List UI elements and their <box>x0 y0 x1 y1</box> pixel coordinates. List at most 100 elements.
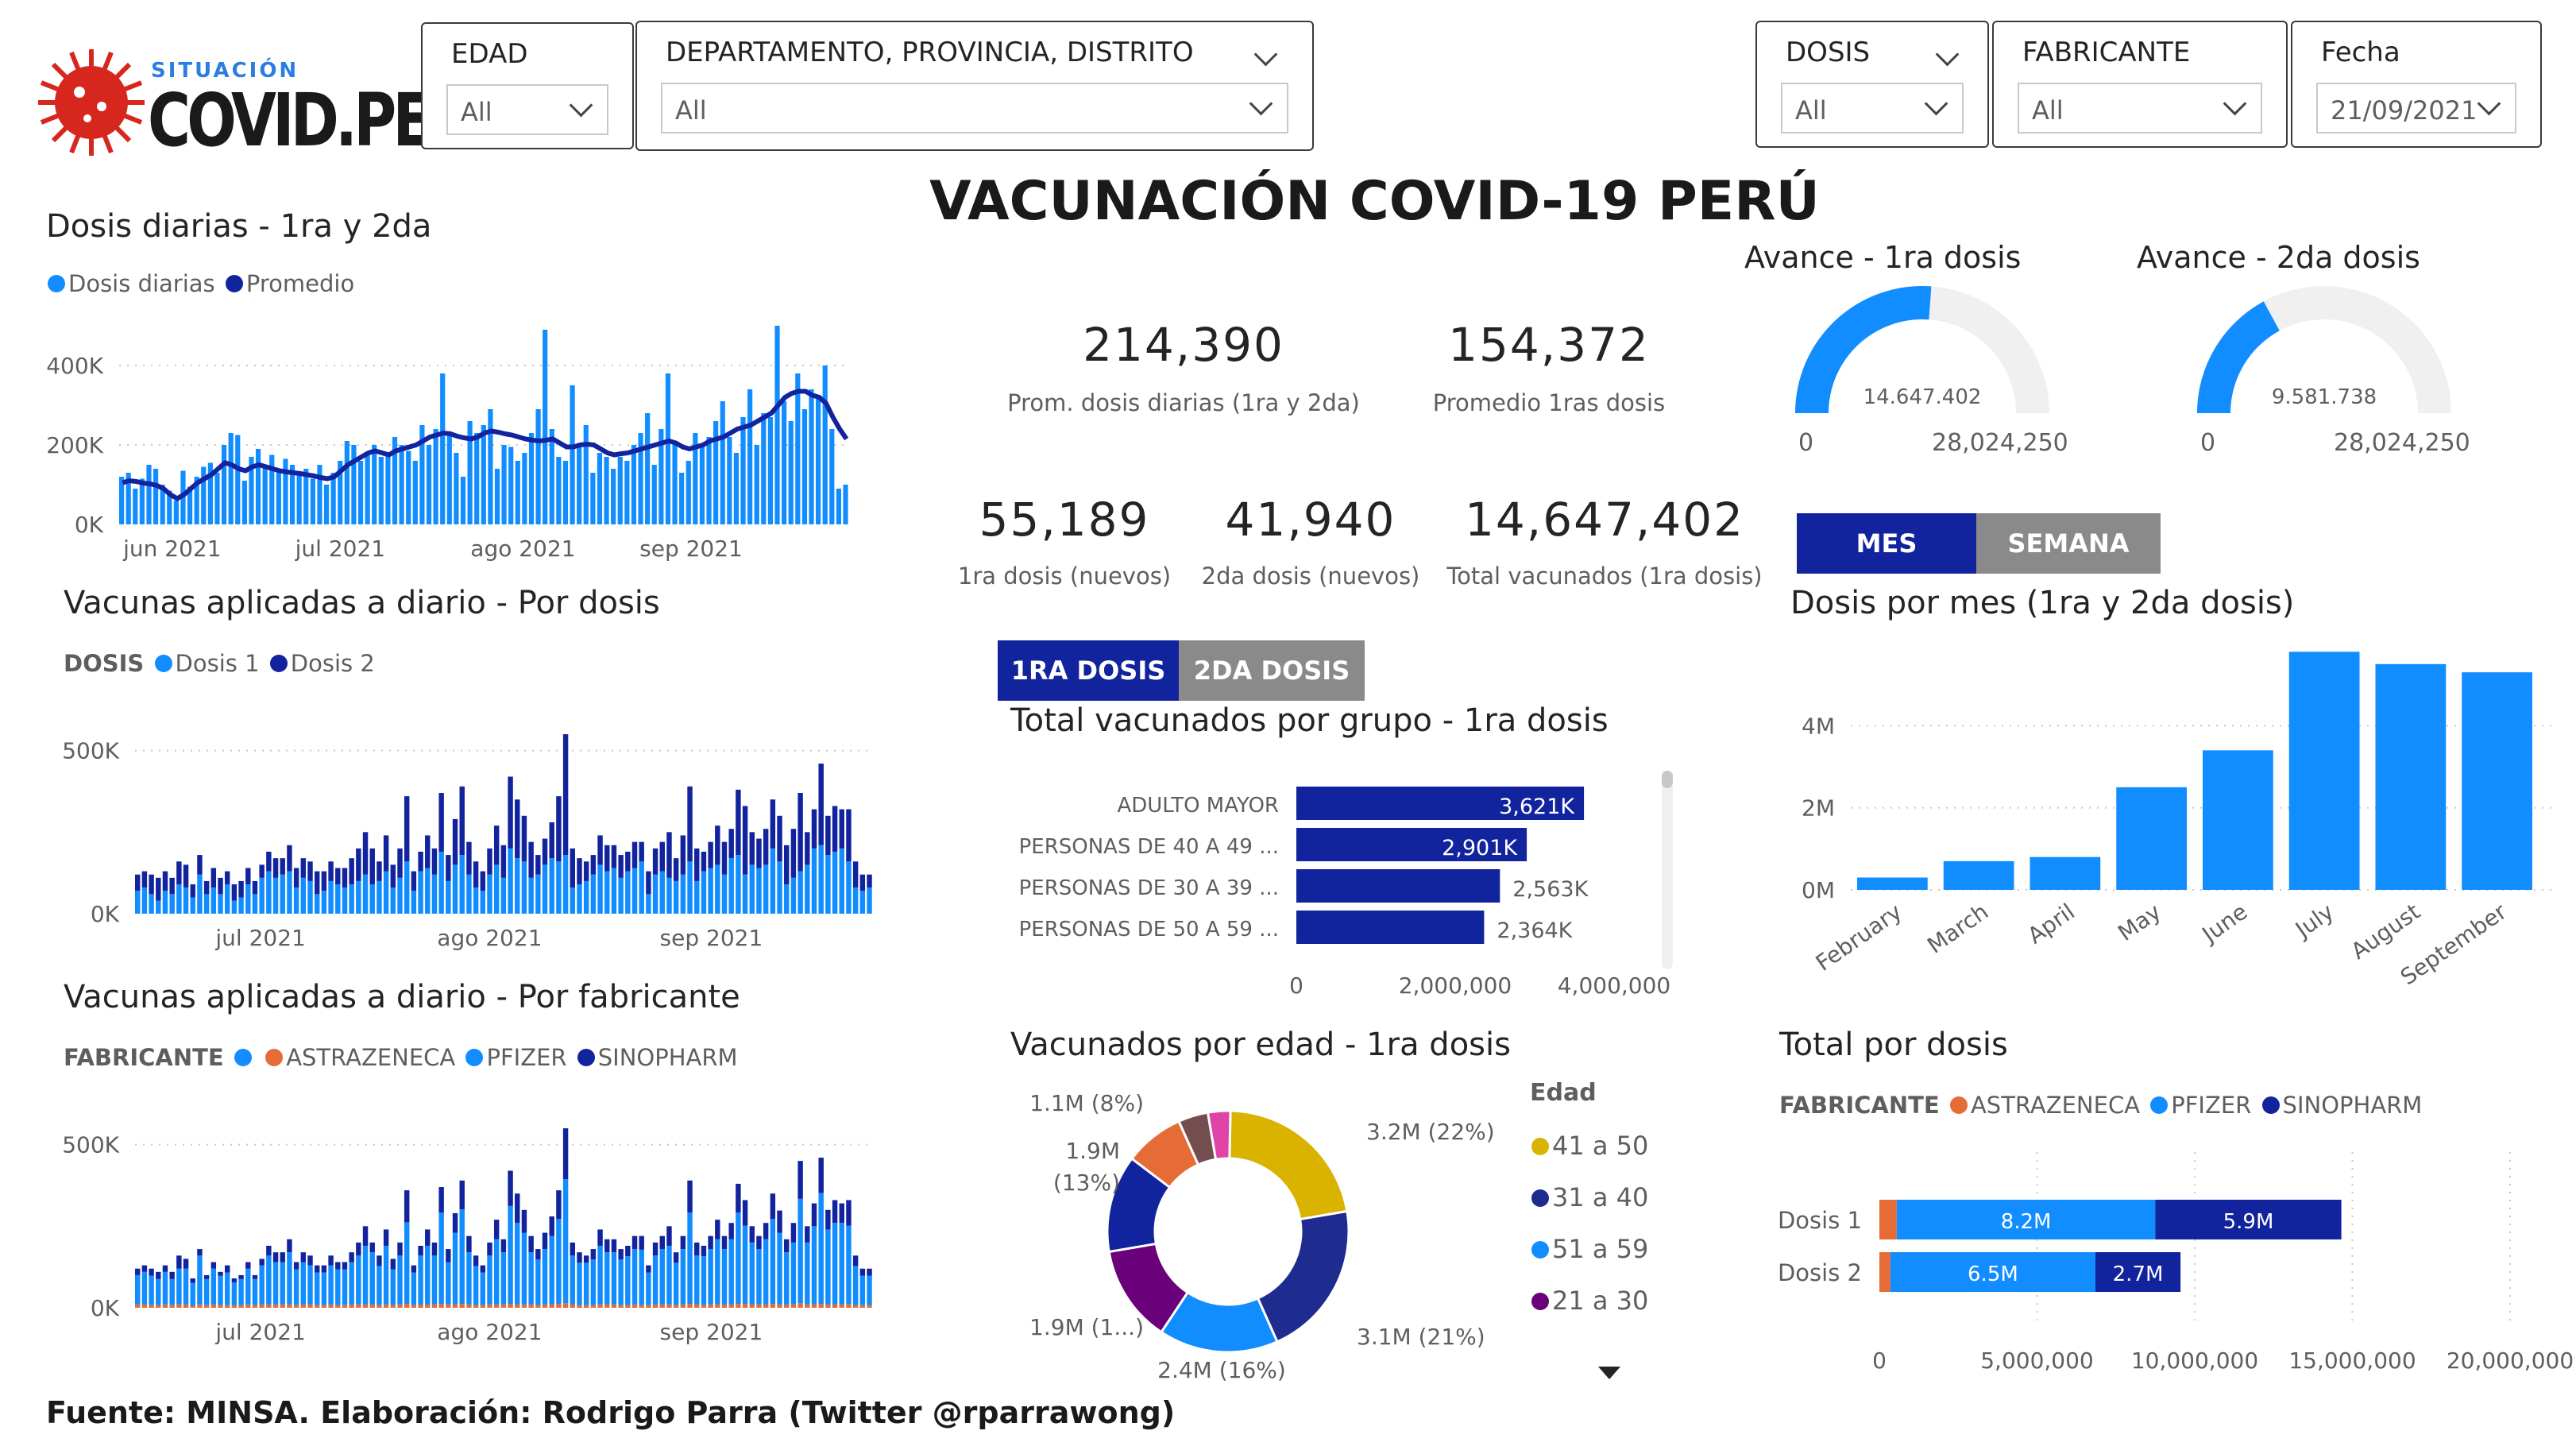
bar-segment <box>631 1249 638 1305</box>
y-tick-label: 0K <box>91 1295 120 1321</box>
bar-segment <box>224 884 230 914</box>
bar <box>720 401 725 524</box>
bar <box>556 457 562 524</box>
tab-1ra-dosis[interactable]: 1RA DOSIS <box>998 640 1179 701</box>
bar-segment <box>666 1226 672 1246</box>
bar-segment <box>466 1304 472 1308</box>
bar <box>843 485 848 524</box>
bar-segment <box>832 806 838 852</box>
bar <box>515 461 520 524</box>
bar-segment <box>604 871 610 914</box>
bar-segment <box>756 868 762 914</box>
bar-segment <box>659 841 665 872</box>
filter-dropdown[interactable]: All <box>1781 83 1964 133</box>
bar-segment <box>335 884 341 914</box>
bar <box>289 465 295 524</box>
bar <box>310 478 315 524</box>
filter-fecha[interactable]: Fecha 21/09/2021 <box>2291 21 2542 148</box>
bar-segment <box>611 868 617 914</box>
filter-dropdown[interactable]: All <box>446 84 608 135</box>
bar-segment <box>446 1262 451 1305</box>
legend-marker <box>48 275 65 292</box>
bar-segment <box>328 1255 334 1266</box>
bar-segment <box>798 1161 803 1199</box>
bar-segment <box>190 1278 195 1283</box>
bar-segment <box>542 864 548 914</box>
avg-line <box>122 389 849 501</box>
bar-segment <box>659 1304 665 1308</box>
filter-label: EDAD <box>451 38 528 70</box>
bar <box>801 409 808 524</box>
bar-segment <box>687 861 693 914</box>
bar-segment <box>425 835 431 868</box>
bar-segment <box>452 1304 458 1308</box>
bar-segment <box>515 1304 520 1308</box>
bar-segment <box>756 1304 762 1308</box>
filter-dropdown[interactable]: All <box>661 83 1288 133</box>
tab-semana[interactable]: SEMANA <box>1976 513 2161 574</box>
bar-segment <box>673 858 679 881</box>
bar-segment <box>493 1304 500 1308</box>
gauge-fill <box>1795 286 1932 413</box>
bar-segment <box>811 1304 817 1308</box>
bar-segment <box>452 1212 458 1233</box>
bar <box>467 421 473 524</box>
bar-segment <box>818 845 824 914</box>
tab-2da-dosis[interactable]: 2DA DOSIS <box>1179 640 1365 701</box>
bar-segment <box>818 1304 824 1308</box>
filter-edad[interactable]: EDAD All <box>421 22 634 149</box>
bar-segment <box>625 851 631 872</box>
bar-segment <box>280 1304 285 1308</box>
filter-fabricante[interactable]: FABRICANTE All <box>1992 21 2288 148</box>
category-label: PERSONAS DE 40 A 49 ... <box>1019 835 1279 859</box>
slice-label: 3.1M (21%) <box>1357 1324 1485 1350</box>
bar-segment <box>342 887 348 914</box>
scrollbar-thumb <box>1662 771 1673 788</box>
bar-segment <box>356 848 361 881</box>
bar-segment <box>377 861 382 881</box>
bar-segment <box>777 861 782 914</box>
bar-segment <box>701 1256 707 1305</box>
bar-segment <box>293 887 299 914</box>
bar-segment <box>805 1242 810 1305</box>
scroll-down-icon[interactable] <box>1598 1367 1620 1379</box>
bar-segment <box>259 864 265 878</box>
slice-label: 1.9M (1...) <box>1029 1314 1144 1340</box>
bar-segment <box>197 855 203 875</box>
bar-segment <box>438 851 444 914</box>
bar <box>733 453 740 524</box>
bar-segment <box>446 880 451 914</box>
bar <box>214 473 220 524</box>
scrollbar <box>1662 771 1673 969</box>
data-label: 6.5M <box>1968 1262 2018 1286</box>
bar-segment <box>715 826 720 865</box>
bar-segment <box>231 1278 238 1282</box>
bar <box>570 385 575 524</box>
tab-mes[interactable]: MES <box>1797 513 1976 574</box>
bar <box>761 413 767 524</box>
legend-title: FABRICANTE <box>1779 1092 1940 1119</box>
x-tick-label: July <box>2289 899 2338 944</box>
bar-segment <box>238 1274 244 1279</box>
bar-segment <box>790 1223 797 1243</box>
legend-item: 51 a 59 <box>1528 1224 1648 1275</box>
bar <box>747 389 753 524</box>
by-group-chart: ADULTO MAYOR 3,621K PERSONAS DE 40 A 49 ..… <box>1019 771 1673 999</box>
filter-dropdown[interactable]: 21/09/2021 <box>2316 83 2516 133</box>
filter-dosis[interactable]: DOSIS All <box>1755 21 1989 148</box>
bar-segment <box>749 832 755 865</box>
filter-dropdown[interactable]: All <box>2018 83 2262 133</box>
category-label: ADULTO MAYOR <box>1117 794 1279 818</box>
bar <box>2462 672 2532 890</box>
bar-segment <box>673 1305 679 1308</box>
data-label: 2,364K <box>1497 918 1573 943</box>
bar-segment <box>203 1274 210 1279</box>
bar-segment <box>770 1193 776 1220</box>
category-label: PERSONAS DE 50 A 59 ... <box>1019 918 1279 942</box>
bar-segment <box>846 1304 852 1308</box>
bar-segment <box>272 1252 279 1262</box>
bar-segment <box>736 1212 741 1305</box>
bar <box>344 441 350 524</box>
filter-region[interactable]: DEPARTAMENTO, PROVINCIA, DISTRITO All <box>635 21 1314 151</box>
bar-segment <box>135 1304 141 1308</box>
